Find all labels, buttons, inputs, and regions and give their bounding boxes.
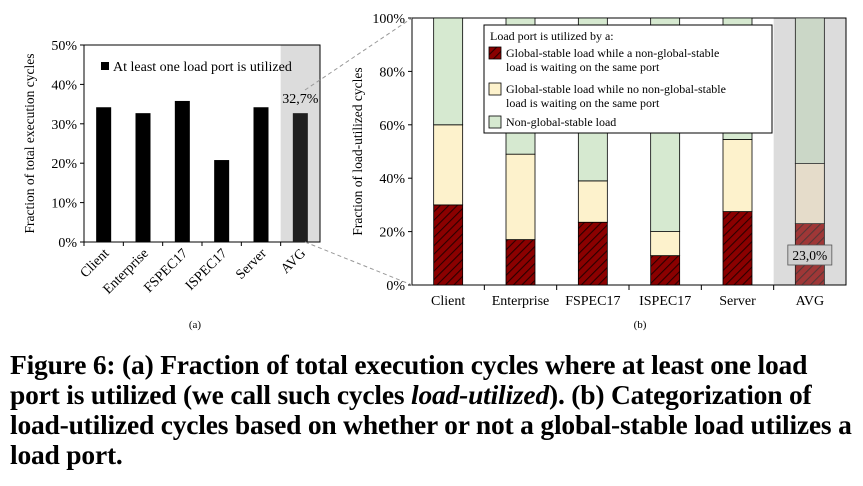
bar-segment-fspec17-1 (577, 221, 608, 286)
bar-segment-avg-3 (794, 17, 825, 164)
ylabel-b: Fraction of load-utilized cycles (350, 67, 365, 235)
bar-segment-enterprise-2 (505, 153, 536, 241)
ytick-label-b: 80% (379, 65, 405, 80)
bar-server (253, 107, 269, 242)
ytick-label-a: 30% (51, 118, 77, 133)
bar-avg (292, 113, 308, 242)
legend-label-b-1: Global-stable load while a non-global-st… (506, 46, 719, 74)
bar-segment-enterprise-1 (505, 239, 536, 286)
legend-swatch-b-2 (488, 82, 502, 96)
panel-label-b: (b) (634, 319, 647, 331)
bar-segment-ispec17-1 (650, 255, 681, 286)
xtick-label-b: ISPEC17 (639, 294, 691, 309)
bar-segment-client-3 (433, 17, 464, 126)
annotation-a: 32,7% (282, 92, 319, 107)
xtick-label-b: AVG (796, 294, 825, 309)
ytick-label-a: 10% (51, 197, 77, 212)
ytick-label-b: 60% (379, 119, 405, 134)
xtick-label-b: Enterprise (492, 294, 550, 309)
bar-enterprise (135, 113, 151, 242)
caption-text-2: ). (b) Categorization of load-utilized c… (10, 379, 852, 470)
ytick-label-a: 20% (51, 157, 77, 172)
annotation-b: 23,0% (792, 248, 827, 263)
zoom-connectors (304, 17, 413, 286)
bar-segment-fspec17-2 (577, 180, 608, 223)
connector-bottom (304, 241, 413, 286)
caption-text-1: Figure 6: (a) Fraction of total executio… (10, 349, 808, 410)
xtick-label-b: Server (719, 294, 756, 309)
bar-segment-server-1 (722, 211, 753, 286)
legend-swatch-a (101, 62, 109, 70)
bar-segment-ispec17-2 (650, 231, 681, 257)
bar-segment-server-2 (722, 139, 753, 212)
chart-b: 0% 20% 40% 60% 80% 100% Client Enterprise FSPEC1… (350, 12, 847, 331)
ylabel-a: Fraction of total execution cycles (22, 54, 37, 234)
legend-swatch-b-1 (488, 46, 502, 60)
ytick-label-b: 0% (386, 279, 405, 294)
legend-frame-b (483, 24, 773, 134)
bar-segment-avg-2 (794, 163, 825, 224)
xtick-label-a: Server (233, 246, 270, 283)
legend-label-b-3: Non-global-stable load (506, 115, 616, 129)
bar-segment-client-1 (433, 204, 464, 286)
legend-title-b: Load port is utilized by a: (490, 29, 614, 43)
bar-client (96, 107, 112, 242)
xtick-label-b: FSPEC17 (565, 294, 620, 309)
legend-label-a: At least one load port is utilized (113, 60, 292, 75)
figure-caption: Figure 6: (a) Fraction of total executio… (10, 350, 860, 470)
xtick-label-a: FSPEC17 (141, 246, 191, 296)
caption-emphasis: load-utilized (411, 379, 549, 410)
bar-ispec17 (214, 160, 230, 242)
xtick-label-a: Client (78, 246, 113, 281)
bar-segment-client-2 (433, 124, 464, 206)
ytick-label-b: 100% (372, 12, 405, 27)
legend-swatch-b-3 (488, 115, 502, 129)
panel-label-a: (a) (189, 319, 202, 331)
ytick-label-a: 40% (51, 78, 77, 93)
highlight-fade-b (795, 18, 825, 285)
bar-fspec17 (174, 100, 190, 242)
xtick-label-a: ISPEC17 (183, 246, 230, 293)
ytick-label-a: 50% (51, 39, 77, 54)
xtick-label-a: AVG (278, 246, 309, 277)
ytick-label-a: 0% (58, 236, 77, 251)
annotation-box-b (787, 244, 833, 266)
figure-6: 0% 10% 20% 30% 40% 50% Client Enterprise FSPEC17… (22, 12, 847, 331)
legend-b: Load port is utilized by a: Global-stable… (483, 24, 773, 134)
xtick-label-b: Client (431, 294, 465, 309)
legend-label-b-2: Global-stable load while no non-global-s… (506, 82, 726, 110)
chart-a: 0%10%20%30%40%50%ClientEnterpriseFSPEC17… (22, 39, 321, 331)
ytick-label-b: 20% (379, 226, 405, 241)
connector-top (304, 17, 413, 91)
ytick-label-b: 40% (379, 172, 405, 187)
